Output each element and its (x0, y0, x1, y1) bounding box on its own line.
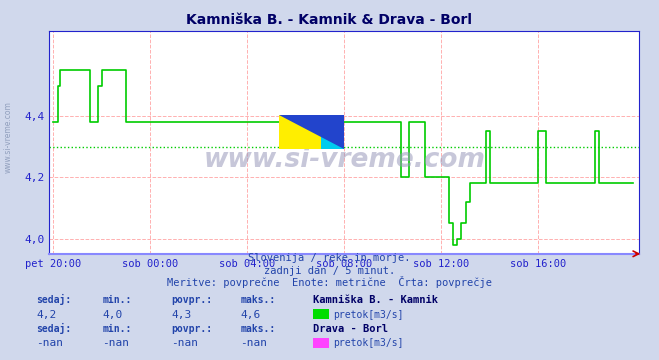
Text: min.:: min.: (102, 295, 132, 305)
Text: zadnji dan / 5 minut.: zadnji dan / 5 minut. (264, 266, 395, 276)
Text: 4,0: 4,0 (102, 310, 123, 320)
Bar (279, 116, 321, 149)
Text: pretok[m3/s]: pretok[m3/s] (333, 310, 403, 320)
Text: -nan: -nan (171, 338, 198, 348)
Text: Slovenija / reke in morje.: Slovenija / reke in morje. (248, 253, 411, 263)
Text: www.si-vreme.com: www.si-vreme.com (204, 147, 485, 173)
Bar (321, 116, 344, 149)
Text: Meritve: povprečne  Enote: metrične  Črta: povprečje: Meritve: povprečne Enote: metrične Črta:… (167, 276, 492, 288)
Text: pretok[m3/s]: pretok[m3/s] (333, 338, 403, 348)
Text: Kamniška B. - Kamnik: Kamniška B. - Kamnik (313, 295, 438, 305)
Text: -nan: -nan (36, 338, 63, 348)
Text: min.:: min.: (102, 324, 132, 334)
Text: -nan: -nan (102, 338, 129, 348)
Text: povpr.:: povpr.: (171, 295, 212, 305)
Text: maks.:: maks.: (241, 324, 275, 334)
Text: 4,6: 4,6 (241, 310, 261, 320)
Text: Drava - Borl: Drava - Borl (313, 324, 388, 334)
Text: povpr.:: povpr.: (171, 324, 212, 334)
Text: maks.:: maks.: (241, 295, 275, 305)
Text: -nan: -nan (241, 338, 268, 348)
Text: sedaj:: sedaj: (36, 294, 71, 305)
Text: www.si-vreme.com: www.si-vreme.com (3, 101, 13, 173)
Text: sedaj:: sedaj: (36, 323, 71, 334)
Text: 4,3: 4,3 (171, 310, 192, 320)
Polygon shape (279, 116, 345, 149)
Text: Kamniška B. - Kamnik & Drava - Borl: Kamniška B. - Kamnik & Drava - Borl (186, 13, 473, 27)
Text: 4,2: 4,2 (36, 310, 57, 320)
